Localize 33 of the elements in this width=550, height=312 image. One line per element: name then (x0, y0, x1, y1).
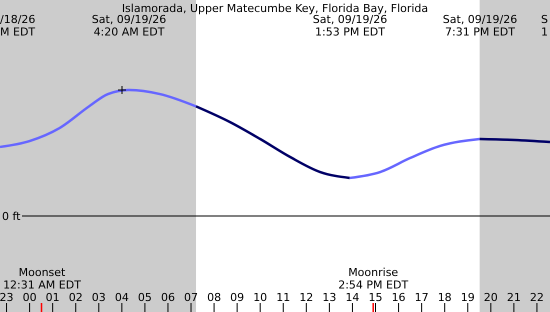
x-tick-label: 14 (345, 291, 360, 304)
x-tick-label: 15 (368, 291, 383, 304)
text: Sat, 09/19/26 1:53 PM EDT (312, 13, 388, 38)
text: Sat, 09/19/26 7:31 PM EDT (442, 13, 518, 38)
x-tick-label: 17 (414, 291, 429, 304)
chart-title: Islamorada, Upper Matecumbe Key, Florida Bay, Florida (122, 2, 428, 15)
x-tick-label: 11 (276, 291, 290, 304)
x-tick-label: 05 (138, 291, 152, 304)
x-tick-label: 07 (184, 291, 198, 304)
x-tick-label: 06 (160, 291, 175, 304)
x-tick-label: 02 (68, 291, 83, 304)
x-tick-label: 09 (230, 291, 244, 304)
text: S 1 (541, 13, 548, 38)
x-tick-label: 19 (460, 291, 475, 304)
x-tick-label: 13 (322, 291, 336, 304)
ref-line-label: Moonset 12:31 AM EDT (3, 266, 82, 292)
x-tick-label: 10 (253, 291, 268, 304)
x-tick-label: 23 (0, 291, 14, 304)
x-tick-label: 16 (392, 291, 406, 304)
x-tick-label: 12 (299, 291, 314, 304)
x-tick-label: 03 (92, 291, 106, 304)
x-tick-label: 04 (114, 291, 129, 304)
x-tick-label: 08 (207, 291, 222, 304)
text: Sat, 09/19/26 4:20 AM EDT (92, 13, 166, 38)
x-tick-label: 21 (506, 291, 521, 304)
x-tick-label: 20 (484, 291, 498, 304)
ref-line-label: Moonrise 2:54 PM EDT (338, 266, 408, 292)
x-tick-label: 18 (438, 291, 452, 304)
ref-line-label: 0 ft (2, 210, 22, 223)
text: /18/26 M EDT (0, 13, 36, 38)
x-tick-label: 22 (530, 291, 544, 304)
x-tick-label: 00 (22, 291, 37, 304)
x-tick-label: 01 (46, 291, 60, 304)
